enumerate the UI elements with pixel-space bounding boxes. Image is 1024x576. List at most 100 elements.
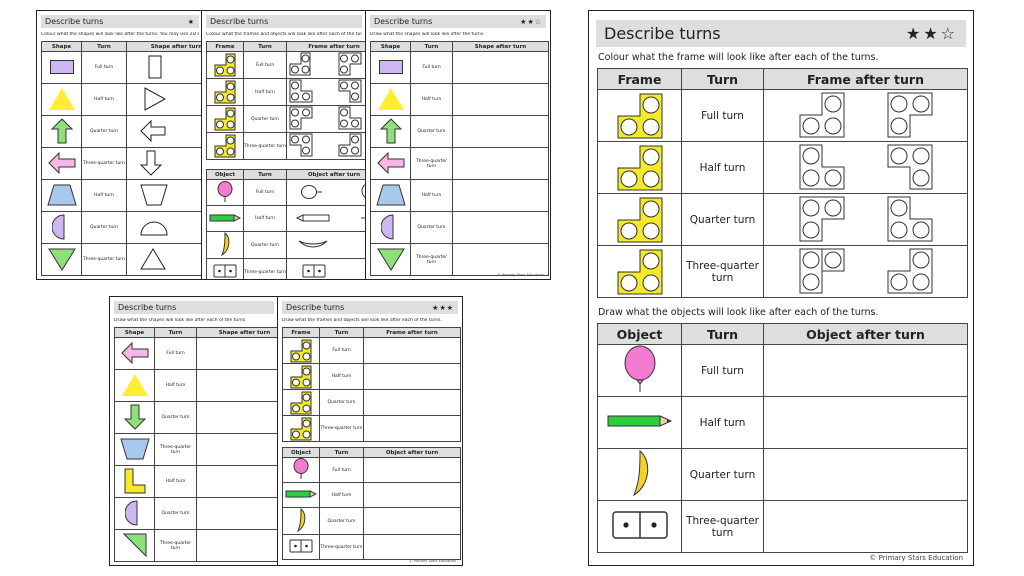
answer-cell[interactable] (452, 179, 549, 212)
answer-cell[interactable] (763, 141, 968, 194)
pencil-icon (209, 213, 242, 222)
answer-cell[interactable] (452, 83, 549, 116)
pencil-icon (285, 490, 318, 498)
table-row: Three-quarter turn (597, 500, 968, 553)
answer-cell[interactable] (126, 179, 203, 212)
answer-cell[interactable] (363, 482, 461, 508)
semicircle-shape (124, 499, 137, 526)
answer-cell[interactable] (286, 231, 366, 259)
answer-cell[interactable] (363, 389, 461, 416)
answer-cell[interactable] (196, 369, 278, 402)
frame-cell (206, 51, 244, 79)
answer-cell[interactable] (363, 507, 461, 535)
turn-label: Three-quarter turn (410, 243, 453, 276)
answer-cell[interactable] (126, 83, 203, 116)
answer-cell[interactable] (452, 243, 549, 276)
answer-cell[interactable] (196, 401, 278, 434)
answer-cell[interactable] (196, 497, 278, 530)
turn-label: Full turn (243, 179, 287, 206)
sheet-header: Describe turns (206, 15, 362, 28)
answer-cell[interactable] (126, 147, 203, 180)
table-header-row: Frame Turn Frame after turn (597, 68, 968, 90)
table-row: Quarter turn (114, 497, 278, 530)
answer-cell[interactable] (363, 534, 461, 560)
table-row: Half turn (114, 369, 278, 402)
answer-cell[interactable] (196, 337, 278, 370)
table-row: Quarter turn (41, 211, 203, 244)
sheet-title: Describe turns (118, 303, 177, 312)
answer-cell[interactable] (126, 243, 203, 276)
shape-cell (114, 497, 155, 530)
answer-cell[interactable] (452, 51, 549, 84)
turn-label: Quarter turn (154, 401, 197, 434)
shape-cell (114, 401, 155, 434)
table-row: Three-quarter turn (282, 534, 461, 560)
balloon-icon (624, 345, 655, 392)
answer-cell[interactable] (363, 363, 461, 390)
turn-label: Three-quarter turn (681, 500, 764, 553)
table-row: Half turn (597, 141, 968, 194)
turn-label: Half turn (154, 465, 197, 498)
pencil-outline-options (295, 213, 366, 222)
ten-frame-yellow-icon (214, 80, 236, 104)
answer-cell[interactable] (763, 193, 968, 246)
answer-cell[interactable] (126, 211, 203, 244)
answer-cell[interactable] (126, 115, 203, 148)
answer-cell[interactable] (126, 51, 203, 84)
semicircle-shape (51, 213, 64, 240)
table-row: Three-quarter turn (206, 132, 366, 160)
answer-cell[interactable] (763, 396, 968, 449)
col-header-after: Object after turn (286, 169, 366, 180)
col-header-turn: Turn (319, 447, 364, 458)
table-header-row: Frame Turn Frame after turn (282, 327, 461, 338)
answer-cell[interactable] (286, 78, 366, 106)
rectangle-outline-options (148, 55, 162, 78)
frame-cell (597, 89, 682, 142)
shape-cell (370, 211, 411, 244)
triangle-shape (377, 87, 404, 110)
turn-label: Three-quarter turn (81, 243, 127, 276)
col-header-turn: Turn (319, 327, 364, 338)
answer-cell[interactable] (196, 529, 278, 562)
object-cell (597, 344, 682, 397)
object-cell (206, 258, 244, 279)
answer-cell[interactable] (363, 337, 461, 364)
answer-cell[interactable] (196, 433, 278, 466)
sheet-header: Describe turns ★★★ (282, 301, 458, 314)
answer-cell[interactable] (763, 448, 968, 501)
answer-cell[interactable] (763, 245, 968, 298)
shape-cell (41, 211, 82, 244)
star-rating: ★★☆ (520, 17, 542, 26)
ten-frame-yellow-icon (617, 249, 662, 294)
shapes-table: Shape Turn Shape after turn Full turn Ha… (114, 327, 278, 562)
l-shape (124, 468, 145, 493)
shape-cell (370, 115, 411, 148)
turn-label: Quarter turn (681, 448, 764, 501)
answer-cell[interactable] (452, 211, 549, 244)
turn-label: Full turn (243, 51, 287, 79)
table-row: Half turn (206, 205, 366, 232)
answer-cell[interactable] (763, 344, 968, 397)
ten-frame-yellow-icon (290, 391, 312, 414)
shape-cell (114, 337, 155, 370)
pencil-icon (607, 415, 672, 427)
answer-cell[interactable] (363, 415, 461, 442)
turn-label: Three-quarter turn (81, 147, 127, 180)
answer-cell[interactable] (452, 115, 549, 148)
answer-cell[interactable] (286, 179, 366, 206)
domino-icon (611, 511, 668, 539)
answer-cell[interactable] (196, 465, 278, 498)
answer-cell[interactable] (286, 51, 366, 79)
turn-label: Half turn (243, 205, 287, 232)
answer-cell[interactable] (763, 89, 968, 142)
answer-cell[interactable] (363, 457, 461, 483)
answer-cell[interactable] (286, 132, 366, 160)
answer-cell[interactable] (286, 258, 366, 279)
frame-outline-options (799, 196, 932, 242)
answer-cell[interactable] (286, 105, 366, 133)
answer-cell[interactable] (763, 500, 968, 553)
objects-table: Object Turn Object after turn Full turn … (282, 447, 461, 560)
table-row: Full turn (370, 51, 549, 84)
answer-cell[interactable] (286, 205, 366, 232)
answer-cell[interactable] (452, 147, 549, 180)
